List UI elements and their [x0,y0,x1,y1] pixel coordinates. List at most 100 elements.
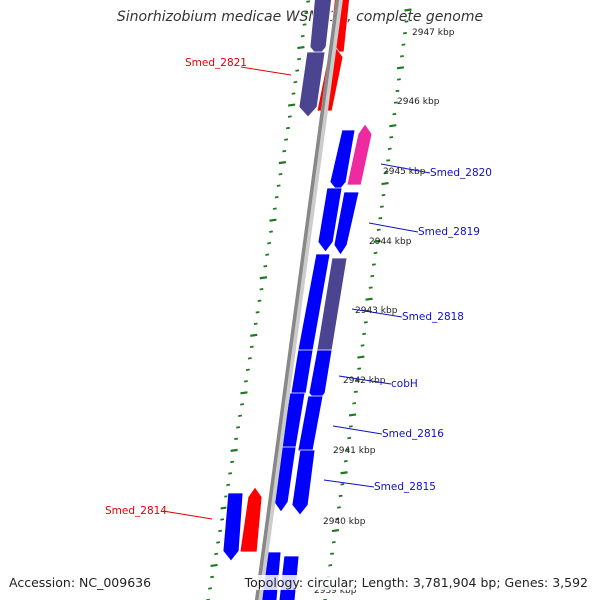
summary-text: Topology: circular; Length: 3,781,904 bp… [242,575,590,590]
gene-label: Smed_2820 [430,167,492,179]
outer-tick [384,170,389,174]
inner-tick [302,23,307,26]
gene-features [222,0,373,600]
inner-tick [293,80,298,84]
outer-tick [395,89,400,93]
outer-tick [357,367,362,370]
outer-tick [355,379,360,382]
inner-tick [291,92,296,95]
inner-tick [230,448,238,452]
inner-tick [306,0,311,3]
scale-tick-label: 2946 kbp [397,97,440,107]
outer-tick [336,506,341,509]
inner-tick [236,426,241,429]
gene-arrow [291,449,316,516]
scale-labels: 2947 kbp 2946 kbp 2945 kbp 2944 kbp 2943 kbp… [314,28,455,596]
accession-text: Accession: NC_009636 [9,575,152,590]
outer-tick [403,31,407,35]
gene-label: Smed_2814 [105,505,167,517]
outer-tick [340,471,348,475]
inner-tick [282,149,287,153]
inner-tick [208,587,212,590]
outer-tick [353,390,358,393]
inner-tick [269,218,277,222]
inner-tick [234,437,239,441]
outer-tick [401,43,406,46]
inner-tick [214,552,219,556]
inner-tick [249,345,254,348]
inner-tick [243,380,248,383]
inner-tick [226,483,231,487]
inner-tick [304,11,309,15]
outer-tick [328,564,333,567]
inner-tick [286,126,290,130]
outer-tick [389,136,394,139]
inner-tick [253,322,258,325]
gene-arrow [239,486,263,553]
inner-tick [250,333,258,337]
outer-tick [389,124,397,128]
gene-label-leader [368,222,419,233]
outer-tick [378,217,383,220]
gene-arrow [329,129,356,193]
inner-tick [288,103,296,107]
inner-tick [297,57,302,61]
outer-tick [331,528,340,533]
gene-arrow [309,0,332,58]
inner-tick [220,518,225,521]
inner-tick [300,34,305,38]
gene-labels: Smed_2821 Smed_2820 Smed_2819 Smed_2818 cobH… [105,57,492,520]
outer-tick [396,66,405,70]
inner-tick [278,161,287,165]
inner-tick [240,403,244,406]
outer-tick [404,8,412,12]
backbone-line [254,0,340,600]
inner-tick [269,230,273,233]
outer-tick [370,274,375,278]
scale-tick-label: 2943 kbp [355,306,398,316]
gene-label-leader [240,66,292,76]
scale-tick-label: 2945 kbp [383,167,426,177]
inner-tick-ring [206,0,311,600]
outer-tick [400,55,404,58]
outer-tick [381,193,386,197]
inner-tick [257,299,262,302]
outer-tick [338,494,343,498]
scale-tick-label: 2940 kbp [323,517,366,527]
inner-tick [210,563,218,568]
inner-tick [267,242,272,245]
inner-tick [230,460,235,464]
gene-label: Smed_2815 [374,481,436,493]
inner-tick [295,69,300,72]
inner-tick [228,472,233,475]
outer-tick [368,286,373,289]
gene-label-leader [332,425,383,435]
inner-tick [265,253,270,256]
inner-tick [218,529,223,533]
outer-tick [373,251,378,255]
gene-label: Smed_2818 [402,311,464,323]
gene-label-leader [338,375,392,385]
gene-label-leader [323,479,375,488]
inner-tick [276,184,281,187]
outer-tick [363,321,368,324]
outer-tick [357,355,365,359]
inner-tick [245,368,250,371]
inner-tick [216,541,221,544]
scale-tick-label: 2941 kbp [333,446,376,456]
outer-tick [397,78,401,81]
outer-tick [335,517,340,521]
scale-tick-label: 2939 kbp [314,586,357,596]
outer-tick [347,436,352,440]
genome-backbone [254,0,343,600]
outer-tick [392,112,397,116]
inner-tick [259,288,264,291]
gene-label: Smed_2816 [382,428,444,440]
outer-tick [343,459,348,463]
gene-arrow [308,349,333,404]
gene-label-leader [380,163,431,174]
inner-tick [297,45,305,50]
outer-tick [371,263,376,266]
scale-tick-label: 2947 kbp [412,28,455,38]
